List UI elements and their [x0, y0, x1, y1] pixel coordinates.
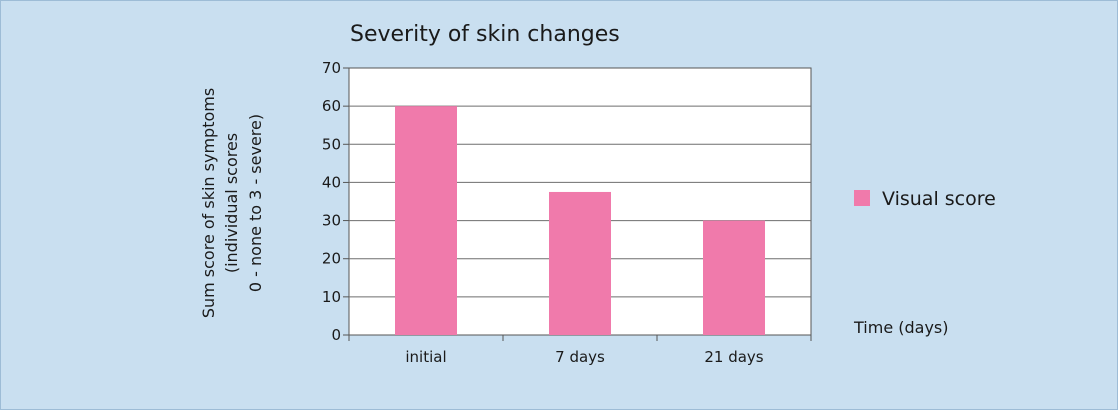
- y-axis-label-line-2: (individual scores: [222, 133, 241, 273]
- y-tick-label: 60: [322, 97, 341, 115]
- legend: Visual score: [854, 188, 996, 210]
- y-tick-label: 30: [322, 212, 341, 230]
- y-tick-label: 0: [331, 326, 341, 344]
- bar-21-days: [703, 220, 765, 335]
- x-tick-label: initial: [405, 348, 446, 366]
- x-axis-label: Time (days): [853, 318, 949, 337]
- bars: [395, 106, 765, 336]
- y-tick-label: 50: [322, 135, 341, 153]
- x-tick-label: 7 days: [555, 348, 605, 366]
- y-axis-label: Sum score of skin symptoms (individual s…: [199, 88, 265, 318]
- y-tick-label: 10: [322, 288, 341, 306]
- x-axis-ticks: initial 7 days 21 days: [348, 335, 812, 366]
- x-tick-label: 21 days: [704, 348, 763, 366]
- y-axis-label-line-1: Sum score of skin symptoms: [199, 88, 218, 318]
- legend-swatch-visual-score: [854, 190, 870, 206]
- bar-7-days: [549, 191, 611, 335]
- y-tick-label: 70: [322, 59, 341, 77]
- y-tick-label: 40: [322, 173, 341, 191]
- legend-label-visual-score: Visual score: [882, 188, 996, 210]
- bar-initial: [395, 106, 457, 336]
- y-axis-ticks: 0 10 20 30 40 50 60 70: [322, 59, 349, 344]
- y-tick-label: 20: [322, 250, 341, 268]
- y-axis-label-line-3: 0 - none to 3 - severe): [246, 114, 265, 292]
- chart-title: Severity of skin changes: [350, 22, 620, 47]
